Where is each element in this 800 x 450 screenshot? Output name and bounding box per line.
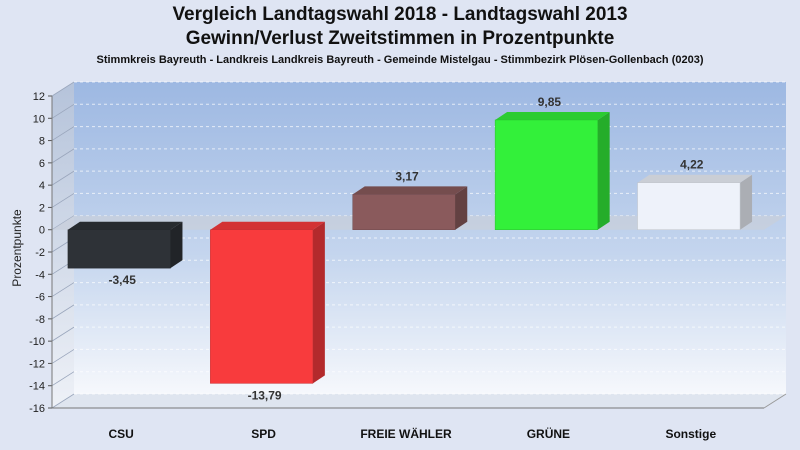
bar-value-label: 4,22 <box>680 158 704 172</box>
bar-front <box>352 194 456 230</box>
y-tick-label: 12 <box>33 91 45 103</box>
bar-spd <box>210 221 325 384</box>
bar-side <box>312 221 325 384</box>
bar-top <box>637 174 753 183</box>
bar-front <box>210 229 314 384</box>
bar-csu <box>67 221 183 269</box>
gridline-side <box>51 148 75 164</box>
gridline-side <box>51 304 75 320</box>
bar-front <box>67 229 171 269</box>
bar-top <box>495 111 610 120</box>
bar-freie-wähler <box>352 186 468 230</box>
y-tick-label: -2 <box>35 247 45 259</box>
gridline-side <box>51 282 75 297</box>
floor-edge <box>763 393 787 409</box>
bar-grüne <box>494 111 610 230</box>
y-tick-label: -6 <box>35 292 45 304</box>
x-tick-label: GRÜNE <box>527 426 570 441</box>
bar-value-label: 3,17 <box>395 169 419 183</box>
x-tick-label: CSU <box>109 427 134 441</box>
y-tick-label: -10 <box>29 336 45 348</box>
bar-value-label: -3,45 <box>109 273 137 287</box>
bar-top <box>352 186 468 195</box>
y-tick-label: -8 <box>35 314 45 326</box>
bar-side <box>597 111 610 230</box>
gridline-side <box>51 371 75 387</box>
gridline-side <box>51 349 75 364</box>
y-axis-label: Prozentpunkte <box>10 209 24 287</box>
y-tick-label: -12 <box>29 358 45 370</box>
y-tick-label: 2 <box>39 202 45 214</box>
bar-side <box>170 221 183 269</box>
y-tick-label: 8 <box>39 136 45 148</box>
gridline-side <box>51 326 75 342</box>
gridline-side <box>51 81 75 97</box>
chart-title: Vergleich Landtagswahl 2018 - Landtagswa… <box>172 4 628 25</box>
y-tick-label: -4 <box>35 269 45 281</box>
bar-sonstige <box>637 174 753 230</box>
bar-front <box>494 119 598 230</box>
x-tick-label: SPD <box>251 427 276 441</box>
bar-value-label: 9,85 <box>538 95 562 109</box>
x-tick-label: Sonstige <box>665 427 716 441</box>
y-tick-label: 6 <box>39 158 45 170</box>
gridline-side <box>51 103 75 119</box>
bar-front <box>637 182 741 230</box>
bar-top <box>67 221 183 230</box>
gridline-side <box>51 193 75 208</box>
x-tick-label: FREIE WÄHLER <box>360 426 452 441</box>
y-tick-label: 10 <box>33 113 45 125</box>
gridline-side <box>51 126 75 141</box>
y-tick-label: 0 <box>39 225 45 237</box>
y-tick-label: 4 <box>39 180 45 192</box>
bar-side <box>455 186 468 230</box>
chart-subtitle: Gewinn/Verlust Zweitstimmen in Prozentpu… <box>185 28 615 49</box>
plot-floor <box>52 394 786 408</box>
gridline-side <box>51 393 75 409</box>
y-tick-label: -14 <box>29 381 45 393</box>
bar-side <box>740 174 753 230</box>
gridline-side <box>51 170 75 186</box>
y-tick-label: -16 <box>29 403 45 415</box>
bar-value-label: -13,79 <box>248 388 282 402</box>
bar-top <box>210 221 325 230</box>
chart-subtitle-location: Stimmkreis Bayreuth - Landkreis Landkrei… <box>96 54 704 66</box>
